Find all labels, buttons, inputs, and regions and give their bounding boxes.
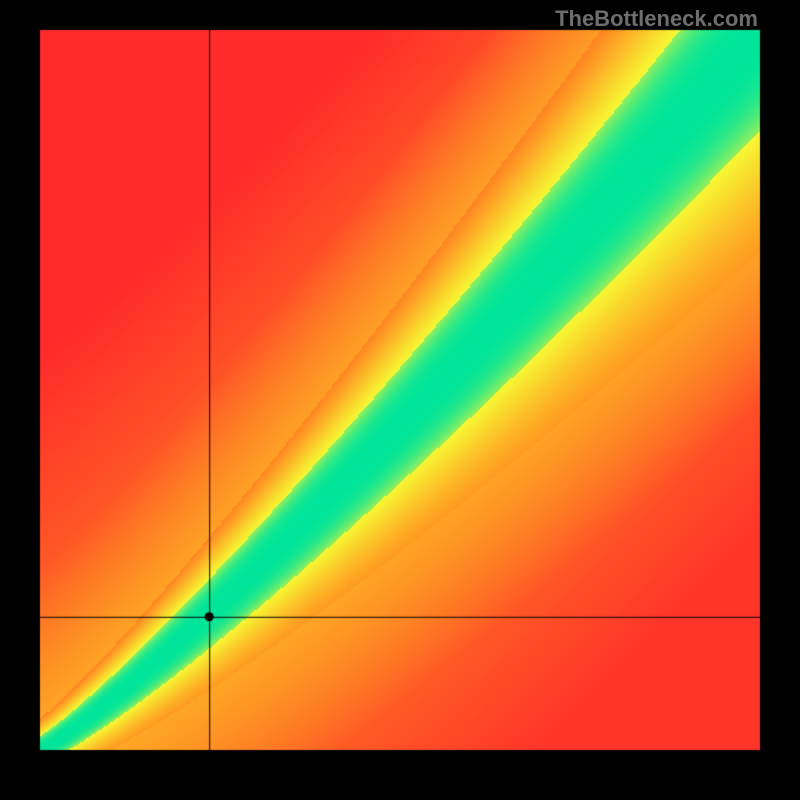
heatmap-canvas — [0, 0, 800, 800]
watermark-text: TheBottleneck.com — [555, 6, 758, 32]
chart-container: TheBottleneck.com — [0, 0, 800, 800]
